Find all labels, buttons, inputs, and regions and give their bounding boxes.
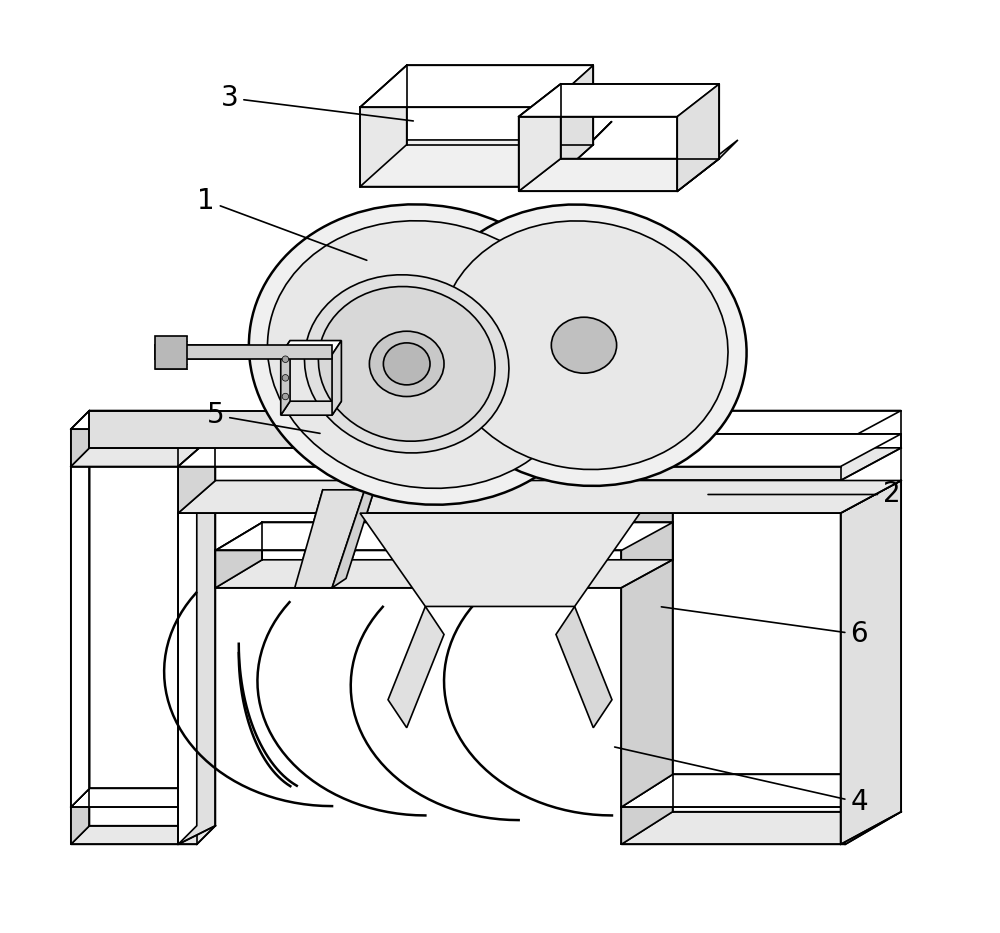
Ellipse shape (267, 221, 583, 488)
Polygon shape (71, 448, 215, 466)
Polygon shape (621, 448, 901, 480)
Polygon shape (621, 774, 673, 844)
Polygon shape (155, 336, 187, 369)
Polygon shape (281, 401, 341, 415)
Ellipse shape (440, 221, 728, 469)
Polygon shape (547, 121, 612, 187)
Polygon shape (360, 65, 593, 107)
Polygon shape (360, 513, 640, 606)
Polygon shape (178, 494, 215, 844)
Polygon shape (71, 788, 89, 844)
Polygon shape (547, 65, 593, 187)
Ellipse shape (383, 343, 430, 384)
Ellipse shape (282, 374, 289, 381)
Polygon shape (215, 522, 262, 588)
Ellipse shape (282, 394, 289, 399)
Text: 3: 3 (221, 84, 413, 121)
Text: 1: 1 (197, 187, 367, 260)
Ellipse shape (304, 275, 509, 453)
Polygon shape (556, 606, 612, 728)
Polygon shape (178, 480, 901, 513)
Polygon shape (71, 411, 215, 429)
Polygon shape (71, 788, 215, 807)
Polygon shape (178, 434, 215, 513)
Ellipse shape (282, 356, 289, 363)
Polygon shape (155, 345, 332, 359)
Polygon shape (71, 448, 89, 807)
Polygon shape (519, 84, 719, 117)
Polygon shape (89, 411, 673, 448)
Polygon shape (332, 476, 379, 588)
Polygon shape (295, 490, 365, 588)
Polygon shape (621, 411, 673, 480)
Text: 6: 6 (661, 606, 868, 648)
Polygon shape (519, 84, 561, 191)
Polygon shape (281, 341, 290, 415)
Text: 4: 4 (615, 747, 868, 816)
Polygon shape (332, 341, 341, 415)
Polygon shape (519, 159, 719, 191)
Polygon shape (178, 434, 901, 466)
Polygon shape (677, 140, 738, 191)
Polygon shape (281, 341, 341, 355)
Ellipse shape (318, 286, 495, 441)
Polygon shape (621, 448, 673, 807)
Polygon shape (178, 494, 197, 844)
Polygon shape (71, 826, 215, 844)
Polygon shape (71, 448, 89, 807)
Text: 5: 5 (207, 401, 320, 433)
Ellipse shape (249, 204, 602, 505)
Text: 2: 2 (708, 480, 901, 508)
Polygon shape (360, 140, 593, 187)
Ellipse shape (551, 317, 617, 373)
Polygon shape (215, 522, 673, 550)
Polygon shape (71, 411, 89, 466)
Polygon shape (360, 65, 407, 187)
Ellipse shape (369, 331, 444, 397)
Ellipse shape (421, 204, 747, 486)
Polygon shape (841, 480, 901, 844)
Polygon shape (677, 84, 719, 191)
Polygon shape (388, 606, 444, 728)
Polygon shape (621, 411, 901, 443)
Polygon shape (621, 774, 901, 807)
Polygon shape (621, 812, 901, 844)
Polygon shape (215, 560, 673, 588)
